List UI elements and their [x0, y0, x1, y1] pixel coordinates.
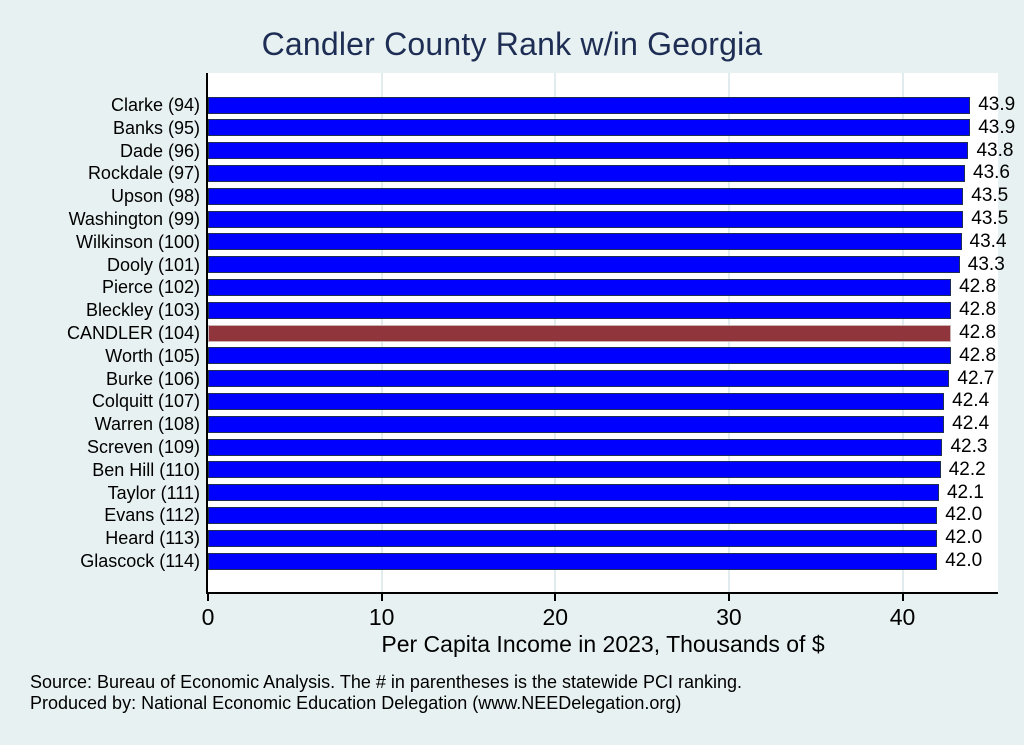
y-category-label: Clarke (94)	[110, 95, 200, 115]
x-tick-mark	[901, 592, 904, 601]
bar	[208, 415, 945, 433]
highlight-bar	[208, 324, 952, 342]
bar-value-label: 42.8	[959, 344, 997, 366]
bar-value-label: 43.9	[978, 94, 1016, 115]
bar	[208, 461, 941, 479]
y-category-label: Dooly (101)	[106, 254, 200, 275]
x-tick-mark	[207, 592, 209, 601]
y-category-label: Washington (99)	[68, 209, 200, 229]
bar-value-label: 42.2	[948, 458, 986, 480]
y-category-label: Warren (108)	[94, 414, 200, 435]
x-tick-label: 40	[889, 604, 916, 630]
bar	[208, 142, 969, 160]
bar-value-label: 43.9	[978, 116, 1016, 138]
x-tick-label: 10	[368, 604, 395, 630]
produced-by-note: Produced by: National Economic Education…	[30, 693, 682, 713]
x-tick-label: 30	[716, 604, 742, 630]
y-category-label: Bleckley (103)	[85, 300, 200, 321]
bar	[208, 187, 964, 205]
y-category-label: Burke (106)	[105, 368, 200, 389]
bar	[208, 529, 938, 547]
bar-value-label: 43.5	[971, 208, 1009, 229]
bar	[208, 301, 952, 319]
y-category-label: Taylor (111)	[107, 482, 200, 503]
bar-value-label: 43.5	[971, 185, 1009, 207]
footnote-block: Source: Bureau of Economic Analysis. The…	[30, 672, 742, 714]
bar	[208, 392, 945, 410]
y-category-label: Pierce (102)	[101, 277, 200, 298]
source-note: Source: Bureau of Economic Analysis. The…	[30, 672, 743, 692]
bar	[208, 119, 971, 137]
bar-value-label: 42.0	[945, 527, 983, 549]
x-axis-title: Per Capita Income in 2023, Thousands of …	[381, 631, 825, 657]
bar-value-label: 42.1	[946, 481, 984, 503]
bar-value-label: 43.8	[976, 139, 1014, 161]
y-category-label: Heard (113)	[105, 528, 200, 549]
bar-value-label: 42.0	[945, 504, 983, 526]
x-tick-mark	[380, 592, 383, 601]
bar-value-label: 42.8	[959, 322, 997, 343]
y-category-label: Evans (112)	[104, 505, 200, 526]
y-category-label: Glascock (114)	[80, 551, 200, 571]
bar-value-label: 42.8	[959, 276, 997, 298]
bar	[208, 278, 952, 296]
bar	[208, 506, 938, 524]
y-category-label: Wilkinson (100)	[75, 231, 200, 252]
x-axis-line	[206, 592, 998, 594]
bar	[208, 233, 962, 251]
x-tick-label: 20	[542, 604, 569, 630]
y-axis-line	[206, 73, 208, 594]
bar-value-label: 43.6	[973, 162, 1010, 184]
bar-value-label: 42.8	[959, 299, 997, 321]
bar	[208, 438, 943, 456]
plot-area	[208, 73, 998, 592]
bar	[208, 164, 965, 182]
bar-value-label: 42.0	[945, 550, 983, 571]
bar-value-label: 42.4	[952, 390, 990, 412]
x-tick-mark	[554, 592, 557, 601]
bar	[208, 210, 964, 228]
bar-value-label: 42.4	[952, 413, 990, 435]
bar	[208, 484, 939, 502]
bar-value-label: 43.4	[969, 230, 1007, 252]
chart-title: Candler County Rank w/in Georgia	[261, 26, 763, 62]
y-category-label: Upson (98)	[110, 186, 200, 207]
y-category-label: CANDLER (104)	[66, 323, 200, 343]
y-category-label: Dade (96)	[119, 140, 200, 161]
y-category-label: Colquitt (107)	[91, 391, 200, 412]
bar-value-label: 42.3	[950, 436, 988, 457]
y-category-label: Worth (105)	[105, 345, 200, 366]
bar	[208, 370, 950, 388]
x-tick-mark	[727, 592, 730, 601]
bar	[208, 552, 938, 570]
bar	[208, 347, 952, 365]
x-tick-label: 0	[201, 604, 215, 630]
bar	[208, 256, 960, 274]
bar-value-label: 42.7	[957, 367, 995, 389]
bar	[208, 96, 971, 114]
y-category-label: Screven (109)	[86, 437, 200, 457]
bar-value-label: 43.3	[967, 253, 1005, 275]
y-category-label: Rockdale (97)	[87, 163, 200, 184]
y-category-label: Banks (95)	[112, 117, 200, 138]
y-category-label: Ben Hill (110)	[92, 459, 200, 480]
